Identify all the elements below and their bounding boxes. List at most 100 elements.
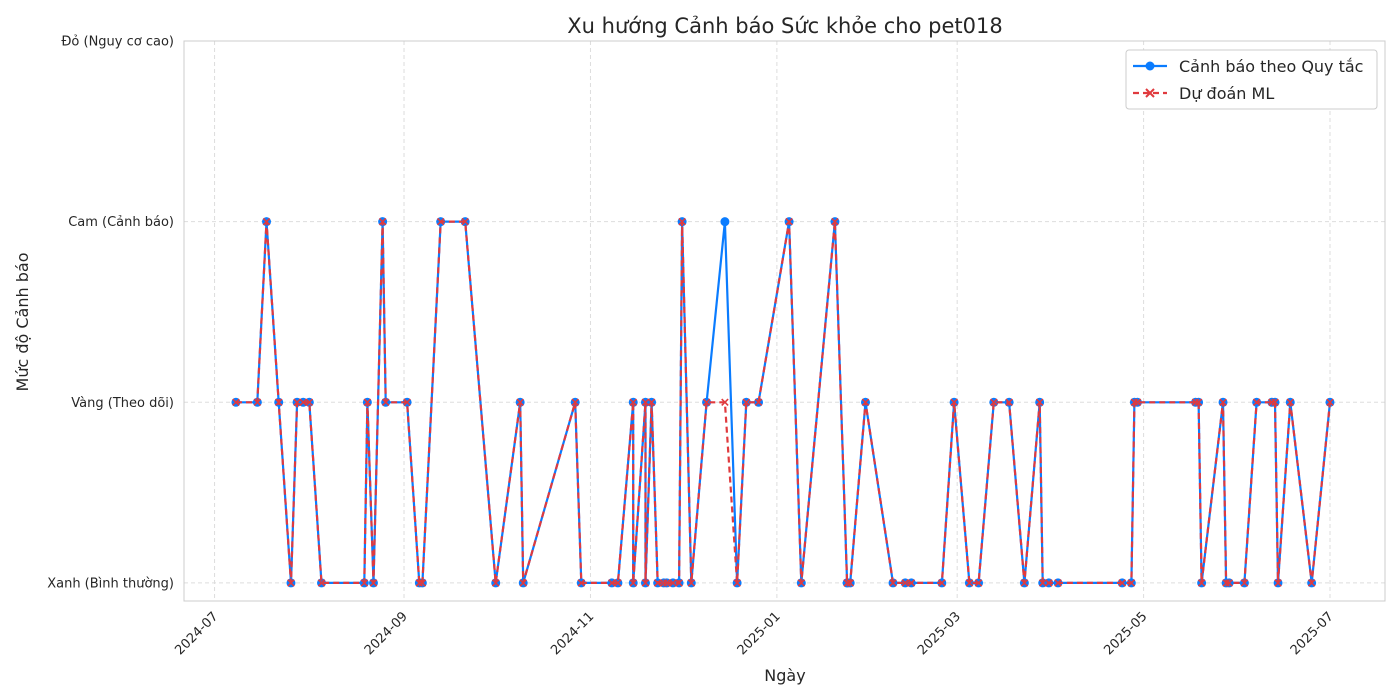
ml-prediction-point: [305, 398, 314, 407]
ml-prediction-point: [965, 579, 974, 587]
ml-prediction-point: [1252, 398, 1261, 407]
ml-prediction-point: [253, 398, 262, 407]
legend-ml-label: Dự đoán ML: [1179, 84, 1274, 103]
x-tick-label: 2025-01: [735, 609, 784, 658]
ml-prediction-point: [702, 398, 711, 407]
ml-prediction-point: [990, 398, 998, 407]
ml-prediction-point: [418, 579, 427, 587]
ml-prediction-point: [491, 579, 500, 587]
ml-prediction-point: [669, 579, 677, 587]
ml-prediction-point: [846, 579, 854, 587]
ml-prediction-point: [647, 398, 656, 407]
ml-prediction-point: [1286, 398, 1295, 407]
ml-prediction-point: [262, 217, 271, 226]
x-tick-label: 2024-11: [548, 609, 597, 658]
ml-prediction-point: [363, 398, 372, 407]
ml-prediction-point: [614, 579, 622, 587]
ml-prediction-point: [831, 217, 839, 226]
plot-frame: [183, 40, 1386, 602]
ml-prediction-point: [901, 579, 909, 587]
ml-prediction-point: [974, 579, 983, 587]
ml-prediction-point: [1035, 398, 1044, 407]
ml-prediction-point: [1271, 398, 1279, 407]
ml-prediction-point: [436, 217, 445, 226]
ml-prediction-point: [608, 579, 616, 587]
ml-prediction-point: [1045, 579, 1053, 587]
y-tick-label: Đỏ (Nguy cơ cao): [61, 35, 174, 50]
ml-prediction-point: [287, 579, 295, 587]
ml-prediction-point: [663, 579, 671, 587]
ml-prediction-point: [861, 398, 870, 407]
x-tick-label: 2024-07: [172, 609, 221, 658]
legend: Cảnh báo theo Quy tắc Dự đoán ML: [1125, 49, 1378, 110]
ml-prediction-point: [797, 579, 806, 587]
ml-prediction-point: [381, 398, 390, 407]
ml-prediction-point: [1054, 579, 1062, 587]
rule-alert-point: [720, 217, 730, 227]
x-tick-label: 2024-09: [362, 609, 411, 658]
ml-prediction-point: [415, 579, 424, 587]
ml-prediction-point: [1222, 579, 1230, 587]
ml-prediction-point: [1118, 579, 1126, 587]
ml-prediction-point: [571, 398, 579, 407]
x-tick-labels: 2024-07 2024-09 2024-11 2025-01 2025-03 2025-…: [172, 609, 1336, 658]
ml-prediction-point: [907, 579, 916, 587]
ml-prediction-point: [1005, 398, 1013, 407]
grid: [184, 40, 1385, 601]
ml-prediction-point: [360, 579, 369, 587]
y-tick-label: Cam (Cảnh báo): [68, 215, 174, 230]
ml-prediction-point: [1225, 579, 1233, 587]
ml-prediction-point: [938, 579, 946, 587]
x-tick-label: 2025-05: [1101, 609, 1150, 658]
y-axis-label: Mức độ Cảnh báo: [13, 253, 32, 392]
x-axis-label: Ngày: [764, 666, 805, 685]
x-tick-label: 2025-07: [1288, 609, 1337, 658]
ml-prediction-point: [1307, 579, 1316, 587]
ml-prediction-point: [378, 217, 387, 226]
y-tick-label: Xanh (Bình thường): [47, 576, 174, 591]
ml-prediction-line: [236, 220, 1332, 585]
legend-box: [1125, 49, 1378, 110]
ml-prediction-point: [675, 579, 683, 587]
ml-prediction-point: [889, 579, 897, 587]
ml-prediction-point: [843, 579, 851, 587]
ml-prediction-point: [660, 579, 668, 587]
ml-prediction-point: [1038, 579, 1047, 587]
ml-prediction-point: [653, 579, 662, 587]
ml-prediction-point: [1197, 579, 1206, 587]
series: [231, 217, 1335, 588]
ml-prediction-point: [687, 579, 696, 587]
ml-prediction-point: [403, 398, 411, 407]
ml-prediction-point: [1020, 579, 1029, 587]
y-tick-labels: Xanh (Bình thường) Vàng (Theo dõi) Cam (Cả…: [47, 35, 174, 592]
ml-prediction-point: [678, 217, 686, 226]
ml-prediction-point: [1127, 579, 1136, 587]
legend-rule-marker: [1145, 61, 1155, 71]
ml-prediction-point: [742, 398, 751, 407]
ml-prediction-point: [721, 398, 729, 407]
ml-prediction-point: [629, 579, 637, 587]
ml-prediction-point: [1240, 579, 1249, 587]
x-tick-label: 2025-03: [915, 609, 964, 658]
ml-prediction-point: [733, 579, 741, 587]
ml-prediction-point: [1268, 398, 1276, 407]
y-tick-label: Vàng (Theo dõi): [71, 396, 174, 411]
ml-prediction-point: [1274, 579, 1282, 587]
ml-prediction-point: [950, 398, 958, 407]
ml-prediction-point: [516, 398, 524, 407]
legend-rule-label: Cảnh báo theo Quy tắc: [1179, 57, 1363, 76]
legend-ml-marker: [1145, 88, 1155, 98]
ml-prediction-point: [293, 398, 301, 407]
ml-prediction-point: [629, 398, 637, 407]
ml-prediction-point: [641, 398, 650, 407]
ml-prediction-point: [1191, 398, 1200, 407]
ml-prediction-point: [519, 579, 527, 587]
ml-prediction-point: [1194, 398, 1203, 407]
ml-prediction-point: [577, 579, 586, 587]
ml-prediction-point: [1130, 398, 1139, 407]
ml-prediction-point: [785, 217, 793, 226]
chart-title: Xu hướng Cảnh báo Sức khỏe cho pet018: [567, 14, 1002, 38]
ml-prediction-point: [1326, 398, 1334, 407]
ml-prediction-point: [369, 579, 378, 587]
